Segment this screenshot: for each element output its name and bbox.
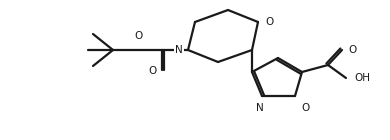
Text: N: N bbox=[256, 103, 264, 113]
Text: OH: OH bbox=[354, 73, 370, 83]
Text: N: N bbox=[175, 45, 183, 55]
Text: O: O bbox=[265, 17, 273, 27]
Text: O: O bbox=[348, 45, 356, 55]
Text: O: O bbox=[301, 103, 309, 113]
Text: O: O bbox=[149, 66, 157, 76]
Text: O: O bbox=[134, 31, 142, 41]
